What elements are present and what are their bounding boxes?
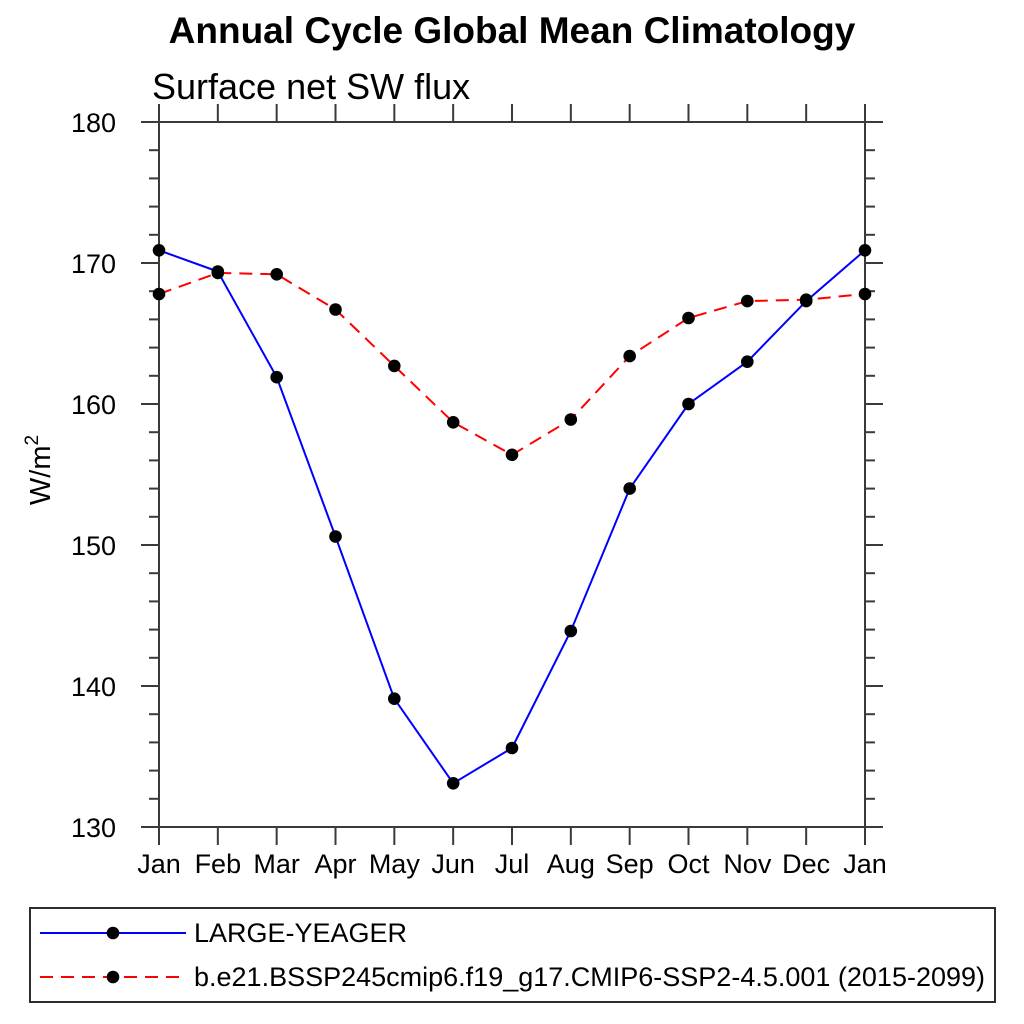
legend-line-sample-dashed xyxy=(40,970,186,984)
legend-marker-icon xyxy=(106,970,120,984)
x-tick-label: Jul xyxy=(495,849,530,879)
series-marker-1 xyxy=(858,287,872,301)
series-marker-1 xyxy=(388,359,401,373)
series-marker-1 xyxy=(564,413,578,426)
x-tick-label: Feb xyxy=(195,849,242,879)
series-marker-1 xyxy=(270,268,284,281)
series-marker-0 xyxy=(741,355,754,369)
series-marker-0 xyxy=(623,482,636,495)
x-tick-label: Oct xyxy=(667,849,710,879)
y-tick-label: 130 xyxy=(71,813,116,843)
series-marker-0 xyxy=(270,370,284,384)
series-marker-1 xyxy=(505,448,519,462)
series-line-1 xyxy=(158,271,866,456)
x-tick-label: Jan xyxy=(137,849,181,879)
series-marker-0 xyxy=(446,777,460,790)
legend: LARGE-YEAGER b.e21.BSSP245cmip6.f19_g17.… xyxy=(29,907,996,1003)
series-marker-1 xyxy=(446,416,460,429)
series-marker-0 xyxy=(505,741,519,755)
legend-marker-icon xyxy=(106,926,120,940)
x-tick-label: Apr xyxy=(314,849,356,879)
series-marker-1 xyxy=(623,349,636,363)
y-tick-label: 180 xyxy=(71,108,116,138)
legend-label: LARGE-YEAGER xyxy=(194,917,408,948)
series-marker-1 xyxy=(682,311,695,325)
series-marker-0 xyxy=(858,244,872,257)
series-marker-1 xyxy=(741,294,754,308)
chart-title: Annual Cycle Global Mean Climatology xyxy=(168,10,856,51)
series-marker-1 xyxy=(799,293,813,307)
x-tick-label: Jan xyxy=(843,849,887,879)
series-marker-1 xyxy=(152,287,166,301)
x-tick-label: May xyxy=(369,849,421,879)
x-tick-label: Dec xyxy=(782,849,830,879)
series-marker-0 xyxy=(329,530,342,543)
y-tick-label: 170 xyxy=(71,249,116,279)
chart-subtitle: Surface net SW flux xyxy=(152,66,471,107)
y-tick-label: 160 xyxy=(71,390,116,420)
legend-line-sample-solid xyxy=(40,926,186,940)
y-tick-label: 150 xyxy=(71,531,116,561)
x-tick-label: Jun xyxy=(431,849,475,879)
x-tick-label: Aug xyxy=(547,849,595,879)
legend-row-large-yeager: LARGE-YEAGER xyxy=(37,911,994,955)
x-tick-label: Mar xyxy=(253,849,300,879)
legend-row-ssp245: b.e21.BSSP245cmip6.f19_g17.CMIP6-SSP2-4.… xyxy=(37,955,994,999)
axis-frame xyxy=(158,121,866,828)
series-marker-1 xyxy=(211,266,225,280)
x-tick-label: Sep xyxy=(606,849,654,879)
y-axis-title: W/m2 xyxy=(22,435,57,505)
series-marker-0 xyxy=(388,692,401,705)
legend-label: b.e21.BSSP245cmip6.f19_g17.CMIP6-SSP2-4.… xyxy=(194,961,986,992)
series-marker-1 xyxy=(329,303,342,316)
series-marker-0 xyxy=(682,397,695,411)
series-marker-0 xyxy=(564,624,578,638)
series-marker-0 xyxy=(152,244,166,257)
series-line-0 xyxy=(158,249,866,785)
y-tick-label: 140 xyxy=(71,672,116,702)
x-tick-label: Nov xyxy=(723,849,772,879)
